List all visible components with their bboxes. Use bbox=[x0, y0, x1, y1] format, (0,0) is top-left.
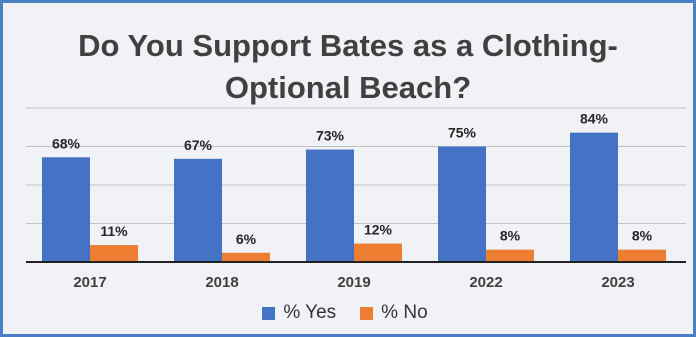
data-label-no-2023: 8% bbox=[632, 228, 653, 244]
data-label-yes-2022: 75% bbox=[448, 125, 477, 141]
bar-yes-2022 bbox=[438, 146, 486, 262]
chart-title-line-2: Optional Beach? bbox=[224, 70, 472, 105]
bar-no-2019 bbox=[354, 243, 402, 262]
data-label-yes-2023: 84% bbox=[580, 111, 609, 127]
chart-title-line-1: Do You Support Bates as a Clothing- bbox=[78, 28, 618, 63]
x-tick-label-2018: 2018 bbox=[205, 274, 238, 291]
chart-title: Do You Support Bates as a Clothing- Opti… bbox=[3, 25, 693, 109]
legend-item-no: % No bbox=[360, 302, 428, 324]
data-label-yes-2018: 67% bbox=[184, 137, 213, 153]
bar-no-2017 bbox=[90, 245, 138, 262]
data-label-yes-2019: 73% bbox=[316, 128, 345, 144]
legend-item-yes: % Yes bbox=[262, 302, 336, 324]
legend-swatch-yes bbox=[262, 306, 276, 320]
chart-legend: % Yes % No bbox=[0, 302, 690, 324]
bar-yes-2019 bbox=[306, 149, 354, 262]
x-tick-label-2023: 2023 bbox=[601, 274, 634, 291]
x-tick-label-2019: 2019 bbox=[337, 274, 370, 291]
legend-swatch-no bbox=[360, 306, 374, 320]
data-label-yes-2017: 68% bbox=[52, 135, 81, 151]
data-label-no-2022: 8% bbox=[500, 228, 521, 244]
bar-yes-2017 bbox=[42, 157, 90, 262]
bar-no-2022 bbox=[486, 249, 534, 262]
bar-yes-2018 bbox=[174, 158, 222, 262]
legend-label-yes: % Yes bbox=[283, 302, 337, 323]
bar-no-2023 bbox=[618, 249, 666, 262]
legend-label-no: % No bbox=[381, 302, 428, 323]
x-tick-label-2022: 2022 bbox=[469, 274, 502, 291]
bar-no-2018 bbox=[222, 252, 270, 262]
bar-yes-2023 bbox=[570, 132, 618, 262]
x-tick-label-2017: 2017 bbox=[73, 274, 106, 291]
data-label-no-2019: 12% bbox=[364, 222, 393, 238]
data-label-no-2017: 11% bbox=[100, 223, 128, 239]
data-label-no-2018: 6% bbox=[236, 231, 257, 247]
